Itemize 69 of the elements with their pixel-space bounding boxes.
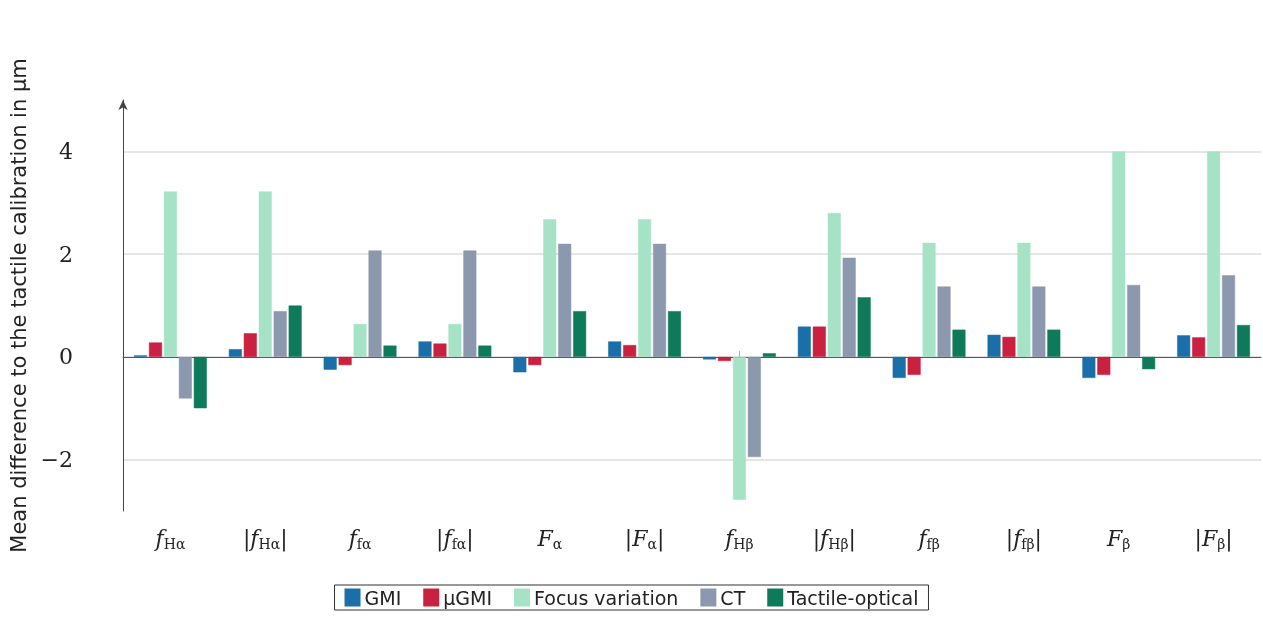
bar [258,191,272,357]
bar [513,356,527,373]
bar [857,297,871,357]
bar [922,242,936,357]
bar [1017,242,1031,357]
bar [1032,286,1046,357]
y-tick-label: −2 [40,447,73,473]
bar [573,311,587,357]
bar [732,356,746,500]
bar [448,324,462,357]
bar [842,257,856,357]
bar [1047,329,1061,357]
legend-label: Tactile-optical [786,586,919,609]
bar [228,349,242,357]
bar [273,311,287,357]
bar [478,345,492,357]
bar [812,326,826,357]
bar [543,219,557,357]
bar [747,356,761,458]
legend-label: CT [720,586,746,609]
bar [338,356,352,366]
y-tick-label: 4 [59,138,73,164]
bar [892,356,906,378]
legend-label: Focus variation [534,586,679,609]
bar [1192,337,1206,357]
bar [193,356,207,409]
bar [288,305,302,357]
bar [383,345,397,357]
legend-label: GMI [364,586,402,609]
bar [1127,284,1141,357]
bar [638,219,652,357]
bar [368,250,382,357]
bar [827,213,841,357]
bar [987,334,1001,357]
bar [653,243,667,357]
bar [717,356,731,361]
bar [148,342,162,357]
bar [1097,356,1111,375]
bar [528,356,542,366]
bar [703,356,717,360]
legend-label: µGMI [443,586,493,609]
bar [667,311,681,357]
bar [937,286,951,357]
bar [1002,336,1016,357]
bar [323,356,337,370]
bar [1222,275,1236,357]
bar [1112,151,1126,357]
bar [1207,151,1221,357]
y-tick-label: 2 [59,241,73,267]
bar [243,333,257,357]
bar [1142,356,1156,370]
y-tick-label: 0 [59,344,73,370]
bar [623,345,637,357]
bar [463,250,477,357]
bar [1177,335,1191,357]
bar [1236,325,1250,357]
y-axis-title: Mean difference to the tactile calibration in µm [7,58,32,553]
bar [797,326,811,357]
bar [418,341,432,357]
bar [1082,356,1096,378]
bar [762,353,776,357]
bar [163,191,177,357]
bar [433,343,447,357]
bar [558,243,572,357]
bar [353,324,367,357]
bar [178,356,192,399]
bar [608,341,622,357]
bar [907,356,921,375]
bar [952,329,966,357]
